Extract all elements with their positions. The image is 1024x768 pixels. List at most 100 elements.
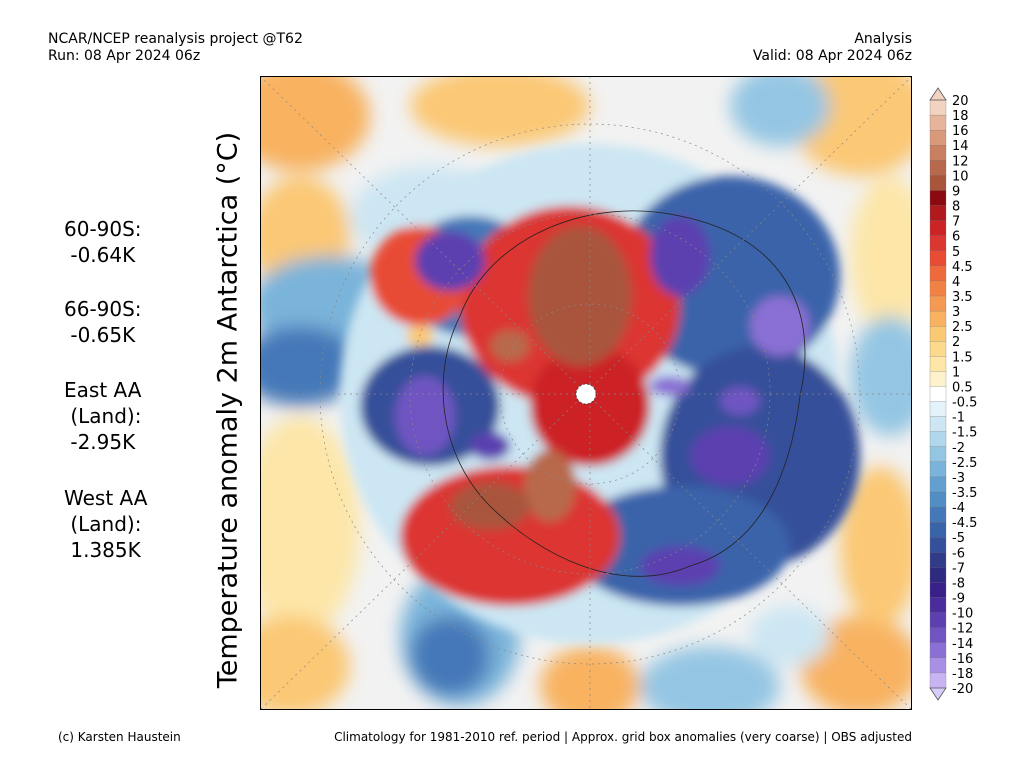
map-frame xyxy=(260,76,912,710)
colorbar-tick-label: 1.5 xyxy=(952,350,973,365)
colorbar-tick-label: -1.5 xyxy=(952,426,977,441)
colorbar-swatch xyxy=(929,431,947,448)
colorbar-tick-label: 2.5 xyxy=(952,320,973,335)
footnote: Climatology for 1981-2010 ref. period | … xyxy=(334,730,912,744)
colorbar-swatch xyxy=(929,642,947,659)
colorbar-swatch xyxy=(929,582,947,598)
colorbar-tick-label: 3 xyxy=(952,305,960,320)
colorbar-tick-label: 6 xyxy=(952,230,960,245)
anomaly-map xyxy=(260,76,912,710)
colorbar-swatch xyxy=(929,250,947,267)
colorbar-swatch xyxy=(929,130,947,146)
colorbar-swatch xyxy=(929,446,947,463)
stat-value: -0.65K xyxy=(64,323,136,347)
stat-value: 1.385K xyxy=(64,538,141,562)
run-time: Run: 08 Apr 2024 06z xyxy=(48,48,201,64)
colorbar-tick-label: 3.5 xyxy=(952,290,973,305)
colorbar-swatch xyxy=(929,295,947,312)
colorbar-swatch xyxy=(929,280,947,297)
colorbar-tick-label: 12 xyxy=(952,154,969,169)
colorbar-tick-label: 1 xyxy=(952,365,960,380)
map-vertical-label: Temperature anomaly 2m Antarctica (°C) xyxy=(212,131,244,689)
colorbar-swatch xyxy=(929,235,947,252)
stat-region: 60-90S: xyxy=(64,217,142,241)
colorbar-tick-label: -6 xyxy=(952,546,965,561)
colorbar-swatch xyxy=(929,416,947,433)
colorbar-tick-label: 9 xyxy=(952,184,960,199)
stat-60-90s: 60-90S: -0.64K xyxy=(64,216,142,268)
colorbar-swatch xyxy=(929,491,947,508)
colorbar-swatch xyxy=(929,627,947,644)
colorbar-tick-label: -0.5 xyxy=(952,396,977,411)
graticule xyxy=(260,76,912,710)
colorbar-tick-label: -18 xyxy=(952,667,973,682)
credit: (c) Karsten Haustein xyxy=(58,730,181,744)
colorbar-tick-label: 18 xyxy=(952,109,969,124)
antarctic-coastline xyxy=(442,210,806,577)
colorbar-swatch xyxy=(929,160,947,176)
valid-time: Valid: 08 Apr 2024 06z xyxy=(752,48,912,64)
colorbar-tick-label: -20 xyxy=(952,682,973,697)
colorbar-tick-label: 7 xyxy=(952,215,960,230)
colorbar-tick-label: -9 xyxy=(952,592,965,607)
stat-region: West AA xyxy=(64,486,148,510)
colorbar-tick-label: 5 xyxy=(952,245,960,260)
outer-anomaly-field xyxy=(260,76,912,710)
colorbar-swatch xyxy=(929,356,947,372)
south-pole-marker xyxy=(575,383,597,405)
colorbar-swatch xyxy=(929,220,947,237)
colorbar-tick-label: 10 xyxy=(952,169,969,184)
colorbar-bottom-arrow xyxy=(929,687,947,701)
colorbar-swatch xyxy=(929,310,947,327)
stat-66-90s: 66-90S: -0.65K xyxy=(64,296,142,348)
header-left: NCAR/NCEP reanalysis project @T62 Run: 0… xyxy=(48,31,303,65)
analysis-label: Analysis xyxy=(854,31,912,47)
colorbar-tick-label: -7 xyxy=(952,561,965,576)
colorbar-tick-label: -16 xyxy=(952,652,973,667)
colorbar-tick-label: -1 xyxy=(952,411,965,426)
stat-region: East AA xyxy=(64,378,142,402)
colorbar-tick-label: -3 xyxy=(952,471,965,486)
colorbar-swatch xyxy=(929,461,947,478)
colorbar-tick-label: 20 xyxy=(952,94,969,109)
colorbar-tick-label: -2.5 xyxy=(952,456,977,471)
colorbar-swatch xyxy=(929,190,947,206)
colorbar-swatch xyxy=(929,612,947,629)
colorbar-tick-label: -3.5 xyxy=(952,486,977,501)
model-title: NCAR/NCEP reanalysis project @T62 xyxy=(48,31,303,47)
colorbar-swatch xyxy=(929,537,947,553)
colorbar-swatch xyxy=(929,597,947,614)
colorbar-top-arrow xyxy=(929,87,947,101)
stat-west-aa: West AA (Land): 1.385K xyxy=(64,485,147,563)
stat-subregion: (Land): xyxy=(64,404,142,428)
colorbar-tick-label: -14 xyxy=(952,637,973,652)
colorbar-tick-label: 8 xyxy=(952,200,960,215)
colorbar-tick-label: 2 xyxy=(952,335,960,350)
colorbar-tick-label: -2 xyxy=(952,441,965,456)
colorbar-swatch xyxy=(929,145,947,161)
colorbar-swatch xyxy=(929,401,947,418)
stat-region: 66-90S: xyxy=(64,297,142,321)
colorbar-swatch xyxy=(929,386,947,402)
colorbar-tick-label: 16 xyxy=(952,124,969,139)
stat-east-aa: East AA (Land): -2.95K xyxy=(64,377,141,455)
colorbar-tick-label: -12 xyxy=(952,622,973,637)
colorbar-swatch xyxy=(929,506,947,523)
colorbar-swatch xyxy=(929,476,947,493)
colorbar-swatch xyxy=(929,265,947,282)
colorbar-swatch xyxy=(929,114,947,131)
colorbar: 201816141210987654.543.532.521.510.5-0.5… xyxy=(929,87,977,701)
colorbar-swatch xyxy=(929,371,947,387)
colorbar-swatch xyxy=(929,567,947,583)
colorbar-swatch xyxy=(929,657,947,674)
colorbar-swatch xyxy=(929,326,947,342)
colorbar-tick-label: -10 xyxy=(952,607,973,622)
colorbar-tick-label: -4.5 xyxy=(952,516,977,531)
colorbar-swatch xyxy=(929,672,947,689)
header-right: Analysis Valid: 08 Apr 2024 06z xyxy=(753,31,912,65)
colorbar-tick-label: 4.5 xyxy=(952,260,973,275)
colorbar-swatch xyxy=(929,99,947,116)
colorbar-tick-label: -8 xyxy=(952,576,965,591)
colorbar-tick-label: 14 xyxy=(952,139,969,154)
colorbar-swatch xyxy=(929,175,947,191)
